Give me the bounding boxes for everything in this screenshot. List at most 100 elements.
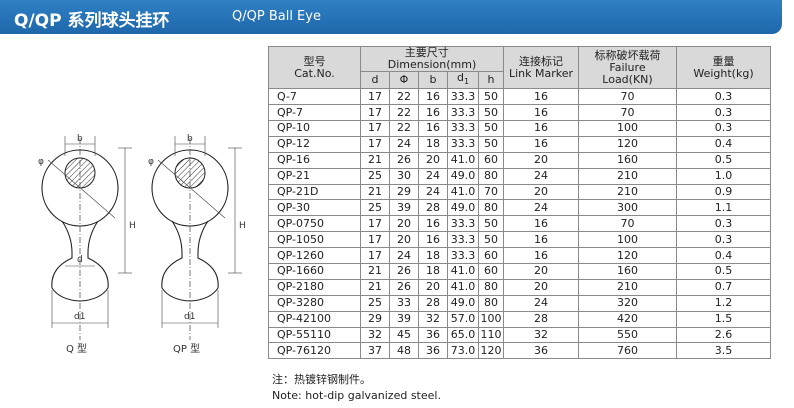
table-cell: 80: [478, 199, 504, 217]
table-cell: 26: [389, 151, 419, 169]
table-cell: 39: [389, 310, 419, 328]
table-cell: 3.5: [676, 342, 771, 360]
table-cell: 60: [478, 151, 504, 169]
caption-qp: QP 型: [173, 342, 200, 355]
table-cell: QP-55110: [268, 326, 361, 344]
label-h: H: [239, 221, 246, 231]
table-cell: 110: [478, 326, 504, 344]
table-cell: 0.3: [676, 119, 771, 137]
header-cat-cn: 型号: [303, 54, 326, 68]
table-cell: 17: [360, 247, 390, 264]
table-cell: 16: [418, 104, 448, 121]
table-cell: 18: [418, 262, 448, 280]
table-row: Q-7 17 22 16 33.3 50 16 70 0.3: [268, 88, 771, 106]
table-cell: 2.6: [676, 326, 771, 344]
table-cell: 1.0: [676, 167, 771, 185]
header-h: h: [478, 70, 504, 90]
header-cat-en: Cat.No.: [294, 66, 335, 80]
table-cell: 33.3: [447, 247, 479, 264]
table-cell: 22: [389, 104, 419, 121]
table-cell: 20: [503, 278, 579, 296]
table-cell: 50: [478, 135, 504, 153]
table-row: QP-0750 17 20 16 33.3 50 16 70 0.3: [268, 215, 771, 233]
page-subtitle: Q/QP Ball Eye: [232, 9, 321, 24]
table-row: QP-55110 32 45 36 65.0 110 32 550 2.6: [268, 326, 771, 344]
table-cell: 160: [578, 151, 677, 169]
table-cell: 210: [578, 167, 677, 185]
table-cell: 70: [578, 215, 677, 233]
caption-q: Q 型: [66, 342, 87, 355]
table-cell: 17: [360, 119, 390, 137]
table-cell: 100: [578, 119, 677, 137]
table-cell: 20: [503, 262, 579, 280]
table-row: QP-30 25 39 28 49.0 80 24 300 1.1: [268, 199, 771, 217]
qp-type-figure: b φ H d1 QP 型: [148, 134, 246, 355]
table-cell: 0.3: [676, 215, 771, 233]
table-cell: 32: [418, 310, 448, 328]
table-row: QP-1660 21 26 18 41.0 60 20 160 0.5: [268, 262, 771, 280]
table-cell: QP-1660: [268, 262, 361, 280]
table-cell: 0.7: [676, 278, 771, 296]
header-d1: d1: [447, 70, 479, 90]
table-cell: 1.2: [676, 294, 771, 312]
table-row: QP-76120 37 48 36 73.0 120 36 760 3.5: [268, 342, 771, 360]
table-row: QP-12 17 24 18 33.3 50 16 120 0.4: [268, 135, 771, 153]
header-weight-en: Weight(kg): [693, 66, 754, 80]
header-b: b: [418, 70, 448, 90]
table-cell: 24: [389, 135, 419, 153]
q-type-figure: b φ H d d1 Q 型: [38, 134, 136, 355]
table-cell: 33.3: [447, 119, 479, 137]
header-weight-cn: 重量: [712, 54, 735, 68]
table-cell: QP-76120: [268, 342, 361, 360]
table-cell: 80: [478, 167, 504, 185]
table-cell: 29: [389, 183, 419, 201]
table-cell: 28: [418, 199, 448, 217]
table-cell: 100: [578, 231, 677, 249]
table-cell: 17: [360, 215, 390, 233]
table-cell: 320: [578, 294, 677, 312]
title-banner: Q/QP 系列球头挂环 Q/QP Ball Eye: [0, 0, 782, 34]
table-cell: 41.0: [447, 151, 479, 169]
table-cell: 16: [503, 119, 579, 137]
table-cell: 32: [360, 326, 390, 344]
table-cell: 120: [578, 135, 677, 153]
note-en: Note: hot-dip galvanized steel.: [272, 389, 441, 402]
note: 注：热镀锌钢制件。 Note: hot-dip galvanized steel…: [272, 372, 441, 404]
table-cell: 21: [360, 183, 390, 201]
table-cell: QP-30: [268, 199, 361, 217]
table-cell: 41.0: [447, 262, 479, 280]
table-cell: 29: [360, 310, 390, 328]
table-cell: 20: [418, 278, 448, 296]
table-cell: 48: [389, 342, 419, 360]
table-cell: 41.0: [447, 278, 479, 296]
header-dim-en: Dimension(mm): [387, 58, 477, 71]
table-cell: 49.0: [447, 294, 479, 312]
table-cell: QP-16: [268, 151, 361, 169]
table-cell: 1.1: [676, 199, 771, 217]
table-cell: 16: [418, 215, 448, 233]
table-row: QP-10 17 22 16 33.3 50 16 100 0.3: [268, 119, 771, 137]
table-cell: 24: [389, 247, 419, 264]
label-b: b: [187, 134, 193, 144]
table-cell: 100: [478, 310, 504, 328]
table-cell: 0.5: [676, 151, 771, 169]
header-load-cn: 标称破坏载荷: [594, 48, 661, 62]
table-cell: 16: [503, 231, 579, 249]
table-cell: 50: [478, 88, 504, 106]
label-d1: d1: [74, 312, 85, 322]
table-cell: 25: [360, 294, 390, 312]
table-cell: 70: [578, 104, 677, 121]
table-row: QP-21D 21 29 24 41.0 70 20 210 0.9: [268, 183, 771, 201]
table-cell: 0.3: [676, 88, 771, 106]
table-cell: 70: [578, 88, 677, 106]
table-cell: 21: [360, 278, 390, 296]
table-cell: 25: [360, 199, 390, 217]
table-cell: 18: [418, 247, 448, 264]
table-row: QP-3280 25 33 28 49.0 80 24 320 1.2: [268, 294, 771, 312]
table-cell: 22: [389, 88, 419, 106]
table-cell: 0.9: [676, 183, 771, 201]
table-cell: 33.3: [447, 231, 479, 249]
table-cell: QP-1050: [268, 231, 361, 249]
table-cell: 30: [389, 167, 419, 185]
table-cell: 26: [389, 278, 419, 296]
